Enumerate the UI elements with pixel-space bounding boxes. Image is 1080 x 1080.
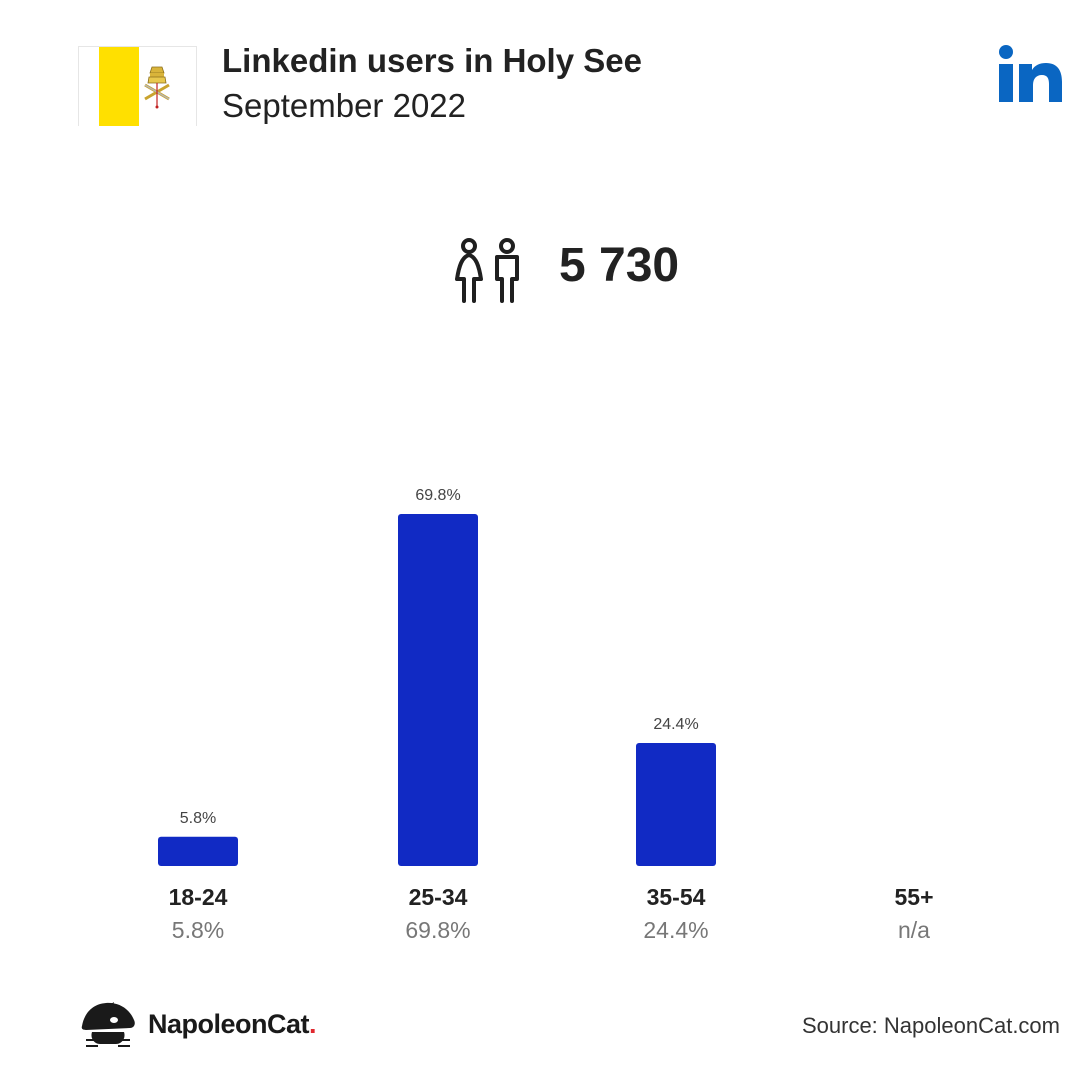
bar-value-label: 24.4%: [653, 716, 698, 733]
category-value: 24.4%: [643, 917, 709, 943]
bar-value-label: 5.8%: [180, 810, 216, 827]
bar-35-54: [636, 742, 716, 866]
flag-yellow-band: [99, 47, 139, 126]
category-value: 5.8%: [171, 917, 225, 943]
bar-25-34: [398, 514, 478, 866]
napoleoncat-logo-icon: [81, 1002, 135, 1047]
category-value: 69.8%: [405, 917, 471, 943]
total-users-value: 5 730: [559, 239, 680, 292]
bar-value-label: 69.8%: [415, 487, 460, 504]
male-female-users-icon: [455, 238, 519, 303]
source-credit: Source: NapoleonCat.com: [801, 1013, 1060, 1038]
linkedin-logo-stem: [999, 64, 1013, 102]
holy-see-flag: [78, 46, 197, 126]
napoleoncat-logo-text: NapoleonCat.: [148, 1009, 317, 1040]
page-title: Linkedin users in Holy See: [222, 42, 642, 79]
category-label: 35-54: [646, 884, 706, 910]
page-subtitle: September 2022: [222, 87, 467, 124]
linkedin-n-icon: [1019, 63, 1062, 102]
category-value: n/a: [898, 917, 930, 943]
bar-18-24: [158, 836, 238, 866]
category-label: 18-24: [168, 884, 228, 910]
napoleoncat-logo-dot: .: [309, 1009, 317, 1039]
napoleoncat-logo-name: NapoleonCat: [148, 1009, 310, 1039]
papal-emblem-icon: [144, 66, 170, 109]
linkedin-logo-dot: [999, 45, 1013, 59]
category-label: 55+: [894, 884, 934, 910]
category-label: 25-34: [408, 884, 468, 910]
